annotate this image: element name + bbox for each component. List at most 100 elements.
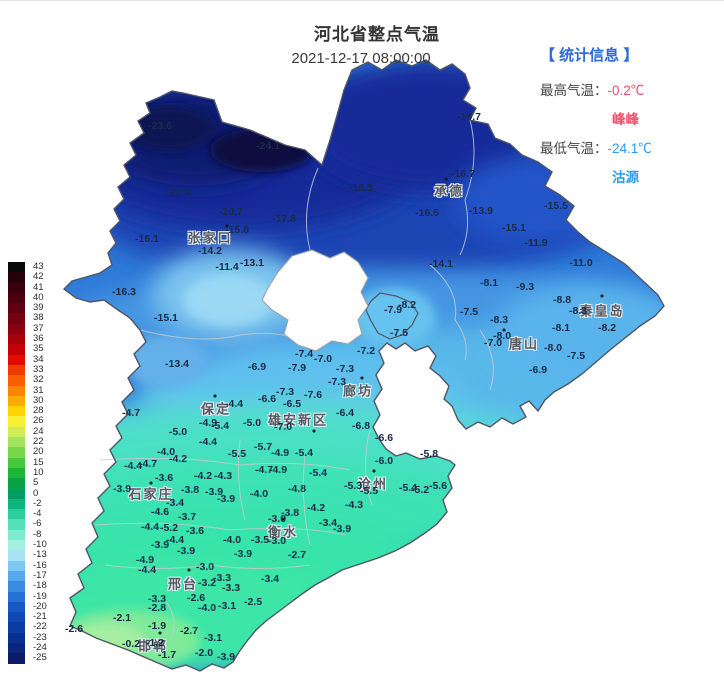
legend-value: -24 (33, 641, 47, 653)
legend-color-swatch (8, 272, 25, 283)
legend-color-swatch (8, 601, 25, 613)
legend-item: -17 (8, 569, 47, 582)
legend-value: 22 (33, 436, 44, 448)
legend-color-swatch (8, 519, 25, 530)
legend-item: 40 (8, 291, 47, 304)
legend-value: 15 (33, 456, 44, 468)
beijing-cutout (261, 249, 369, 352)
legend-color-swatch (8, 416, 25, 427)
legend-item: 35 (8, 343, 47, 355)
legend-value: 37 (33, 322, 44, 334)
legend-color-swatch (8, 457, 25, 468)
legend-item: 41 (8, 281, 47, 293)
legend-value: -18 (33, 580, 47, 592)
legend-color-swatch (8, 529, 25, 541)
legend-color-swatch (8, 498, 25, 510)
legend-value: -17 (33, 569, 47, 581)
legend-item: -25 (8, 652, 47, 664)
legend-value: 32 (33, 374, 44, 386)
legend-item: 31 (8, 384, 47, 396)
legend-item: 32 (8, 374, 47, 386)
legend-color-swatch (8, 262, 25, 273)
legend-item: 33 (8, 364, 47, 376)
legend-color-swatch (8, 447, 25, 458)
legend-value: -22 (33, 621, 47, 633)
legend-item: 43 (8, 261, 47, 273)
legend-item: 37 (8, 322, 47, 335)
legend-value: 43 (33, 261, 44, 272)
legend-color-swatch (8, 375, 25, 386)
legend-color-swatch (8, 344, 25, 355)
high-temp-row: 最高气温：-0.2℃ (540, 79, 715, 99)
legend-color-swatch (8, 622, 25, 633)
legend-item: -8 (8, 528, 47, 541)
legend-item: -22 (8, 621, 47, 633)
legend-value: -16 (33, 559, 47, 571)
legend-color-swatch (8, 303, 25, 314)
legend-color-swatch (8, 653, 25, 664)
low-temp-station: 沽源 (612, 170, 639, 185)
legend-item: -4 (8, 508, 47, 520)
legend-color-swatch (8, 395, 25, 407)
legend-item: 28 (8, 405, 47, 417)
legend-color-swatch (8, 354, 25, 365)
legend-color-swatch (8, 591, 25, 602)
legend-value: 30 (33, 394, 44, 406)
legend-value: 35 (33, 343, 44, 355)
legend-value: -8 (33, 528, 42, 540)
legend-color-swatch (8, 313, 25, 324)
legend-color-swatch (8, 612, 25, 623)
legend-value: 36 (33, 333, 44, 345)
legend-value: -4 (33, 508, 42, 520)
legend-color-swatch (8, 334, 25, 345)
legend-item: 30 (8, 394, 47, 407)
legend-value: -13 (33, 549, 47, 561)
legend-item: -20 (8, 600, 47, 613)
legend-value: 38 (33, 312, 44, 324)
legend-item: -21 (8, 611, 47, 623)
legend-color-swatch (8, 581, 25, 592)
legend-item: -23 (8, 631, 47, 643)
legend-item: -16 (8, 559, 47, 571)
legend-value: 39 (33, 302, 44, 314)
legend-value: 40 (33, 291, 44, 303)
low-temp-value: -24.1℃ (607, 141, 652, 156)
legend-item: -10 (8, 539, 47, 551)
legend-value: 42 (33, 271, 44, 283)
hebei-outline (62, 59, 665, 672)
legend-value: -25 (33, 652, 47, 664)
legend-item: -2 (8, 498, 47, 510)
legend-color-swatch (8, 478, 25, 489)
legend-item: -13 (8, 549, 47, 561)
map-datetime: 2021-12-17 08:00:00 (291, 50, 431, 67)
legend-item: 26 (8, 415, 47, 427)
legend-color-swatch (8, 406, 25, 417)
legend-value: -19 (33, 590, 47, 602)
legend-color-swatch (8, 540, 25, 551)
high-temp-label: 最高气温： (540, 83, 608, 98)
legend-color-swatch (8, 488, 25, 499)
legend-value: 31 (33, 384, 44, 396)
legend-item: 38 (8, 312, 47, 324)
legend-value: -20 (33, 600, 47, 612)
legend-color-swatch (8, 570, 25, 582)
legend-value: 34 (33, 353, 44, 365)
legend-item: 39 (8, 302, 47, 314)
legend-value: 41 (33, 281, 44, 293)
legend-item: 5 (8, 477, 47, 489)
low-temp-label: 最低气温： (540, 141, 608, 156)
legend-value: -10 (33, 539, 47, 551)
legend-color-swatch (8, 467, 25, 479)
legend-item: -24 (8, 641, 47, 654)
low-temp-row: 最低气温：-24.1℃ (540, 137, 715, 157)
high-temp-value: -0.2℃ (607, 83, 645, 98)
legend-color-swatch (8, 560, 25, 571)
high-temp-station: 峰峰 (612, 112, 639, 127)
legend-value: -23 (33, 631, 47, 643)
langfang-exclave-outline (365, 292, 419, 340)
district-boundaries (94, 119, 494, 641)
legend-item: -18 (8, 580, 47, 592)
legend-value: 26 (33, 415, 44, 427)
legend-color-swatch (8, 550, 25, 561)
